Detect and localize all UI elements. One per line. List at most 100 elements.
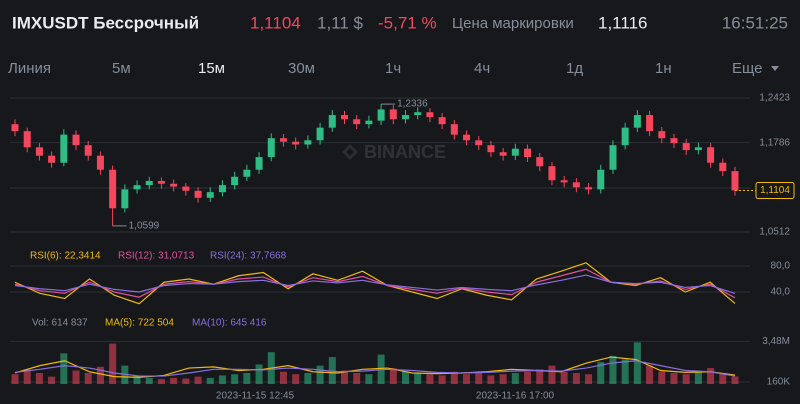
volume-bar [365,374,373,384]
candle-body [194,190,202,198]
volume-bar [109,343,117,384]
candle-body [658,131,666,139]
volume-bar [84,372,92,384]
more-button[interactable]: Еще [732,60,763,77]
last-price-box [755,181,795,199]
volume-bar [243,372,251,384]
y-tick-label: 80,0 [771,261,791,272]
candle-body [633,115,641,128]
candle-body [328,115,336,128]
high-label: 1,2336 [397,99,428,110]
volume-bar [60,353,68,384]
candle-body [72,134,80,146]
volume-bar [438,375,446,384]
y-tick-label: 1,0512 [759,227,790,238]
volume-bar [572,372,580,384]
volume-bar [511,372,519,384]
candle-body [719,162,727,172]
candle-body [316,127,324,141]
candle-body [682,143,690,151]
candle-body [450,124,458,135]
mark-price: 1,1116 [598,13,647,32]
volume-bar [707,368,715,384]
timeframe[interactable]: 1д [566,60,583,77]
volume-bar [292,374,300,384]
volume-bar [633,342,641,384]
volume-bar [475,372,483,384]
y-tick-label: 1,1786 [759,137,790,148]
volume-bar [182,378,190,384]
candle-body [499,152,507,156]
candle-body [438,117,446,125]
timeframe[interactable]: 5м [112,60,131,77]
volume-bar [255,364,263,384]
last-price-tag: 1,1104 [760,185,790,196]
symbol[interactable]: IMXUSDT Бессрочный [12,13,199,32]
candle-body [231,176,239,186]
last-price: 1,1104 [250,13,301,32]
volume-bar [658,371,666,384]
candle-body [109,169,117,209]
volume-bar [72,370,80,384]
candle-body [218,185,226,193]
candle-body [170,183,178,187]
watermark-text: BINANCE [364,142,446,162]
clock: 16:51:25 [722,13,788,32]
candle-body [646,115,654,132]
candle-body [35,147,43,156]
candle-body [707,147,715,163]
candle-body [84,145,92,156]
timeframe[interactable]: 30м [288,60,315,77]
candle-body [511,148,519,156]
volume-bar [548,365,556,384]
x-tick-label: 2023-11-16 17:00 [476,391,555,402]
y-tick-label: 40,0 [771,287,791,298]
candle-body [23,131,31,148]
timeframe[interactable]: 4ч [474,60,490,77]
candle-body [426,112,434,118]
volume-bar [426,374,434,384]
candle-body [157,180,165,184]
volume-bar [353,372,361,384]
y-tick-label: 3,48M [762,336,790,347]
volume-bar [206,377,214,384]
legend-entry: MA(5): 722 504 [105,318,174,329]
volume-bar [646,365,654,384]
volume-bar [402,371,410,384]
volume-bar [170,377,178,384]
candle-body [243,169,251,177]
timeframe[interactable]: Линия [8,60,51,77]
volume-bar [96,366,104,384]
candle-body [206,192,214,198]
watermark: BINANCE [342,142,446,162]
candle-body [145,180,153,186]
volume-bar [340,370,348,384]
volume-bar [450,371,458,384]
volume-bar [670,372,678,384]
candle-body [353,119,361,125]
candle-body [389,109,397,120]
volume-bar [682,374,690,384]
volume-bar [719,372,727,384]
timeframe[interactable]: 1ч [385,60,401,77]
y-tick-label: 160K [767,377,791,388]
candle-body [279,138,287,142]
candle-body [597,169,605,190]
legend-entry: RSI(24): 37,7668 [210,251,287,262]
volume-bar [560,371,568,384]
candle-body [524,148,532,158]
timeframe-bar: Линия 5м 15м 30м 1ч 4ч 1д 1н [8,60,672,77]
timeframe[interactable]: 1н [655,60,672,77]
volume-bar [11,374,19,384]
volume-bar [145,377,153,384]
volume-bar [609,355,617,384]
volume-bar [35,372,43,384]
usd-price: 1,11 $ [317,13,364,32]
volume-bar [597,361,605,384]
timeframe[interactable]: 15м [198,60,225,77]
candle-body [621,127,629,146]
volume-bar [524,371,532,384]
candle-body [182,186,190,191]
